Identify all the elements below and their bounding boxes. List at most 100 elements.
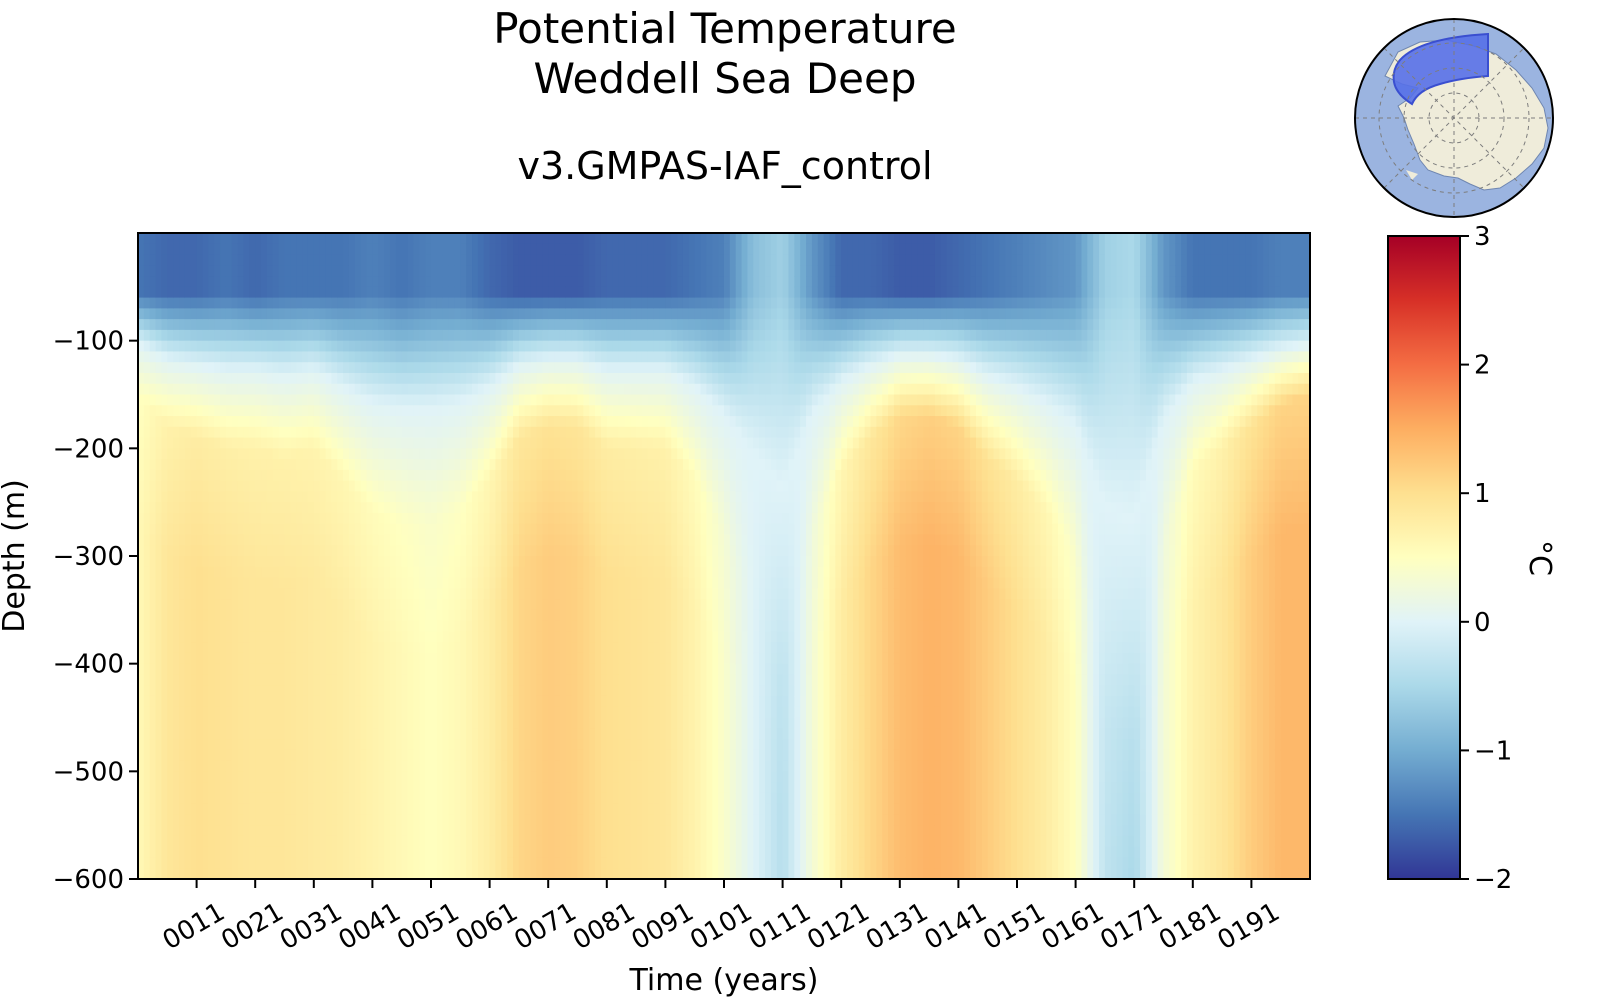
heatmap-cell [149, 792, 157, 805]
heatmap-cell [372, 599, 379, 611]
heatmap-cell [179, 717, 186, 729]
heatmap-cell [448, 609, 456, 622]
heatmap-cell [565, 448, 573, 460]
heatmap-cell [138, 383, 145, 396]
heatmap-cell [536, 749, 543, 762]
heatmap-cell [237, 394, 245, 406]
heatmap-cell [343, 437, 350, 449]
heatmap-cell [337, 372, 344, 385]
heatmap-cell [284, 243, 291, 256]
heatmap-cell [401, 835, 409, 848]
heatmap-cell [448, 319, 456, 331]
heatmap-cell [606, 480, 614, 492]
heatmap-cell [337, 803, 344, 815]
heatmap-cell [389, 760, 397, 772]
heatmap-cell [366, 512, 373, 525]
heatmap-cell [518, 329, 526, 342]
heatmap-cell [524, 577, 532, 589]
heatmap-cell [173, 351, 180, 363]
heatmap-cell [196, 383, 204, 396]
heatmap-cell [548, 340, 555, 353]
heatmap-cell [214, 835, 221, 848]
heatmap-cell [190, 480, 198, 492]
heatmap-cell [460, 620, 467, 632]
heatmap-cell [149, 728, 157, 740]
heatmap-cell [261, 588, 268, 600]
heatmap-cell [401, 663, 409, 676]
heatmap-cell [513, 491, 520, 503]
heatmap-cell [589, 265, 596, 277]
heatmap-cell [214, 868, 221, 880]
heatmap-cell [460, 405, 467, 417]
heatmap-cell [167, 695, 174, 708]
heatmap-cell [337, 351, 344, 363]
heatmap-cell [225, 469, 233, 482]
heatmap-cell [343, 448, 350, 460]
heatmap-cell [612, 728, 620, 740]
heatmap-cell [606, 276, 614, 288]
heatmap-cell [401, 556, 409, 568]
heatmap-cell [290, 448, 297, 460]
heatmap-cell [348, 556, 356, 568]
heatmap-cell [395, 857, 403, 869]
heatmap-cell [296, 803, 303, 815]
heatmap-cell [138, 502, 145, 514]
heatmap-cell [179, 405, 186, 417]
heatmap-cell [513, 556, 520, 568]
heatmap-cell [354, 868, 362, 880]
heatmap-cell [395, 340, 403, 353]
heatmap-cell [161, 362, 168, 374]
heatmap-cell [472, 631, 479, 643]
heatmap-cell [331, 265, 338, 277]
heatmap-cell [225, 416, 233, 428]
heatmap-cell [600, 319, 608, 331]
heatmap-cell [307, 695, 315, 708]
heatmap-cell [477, 760, 485, 772]
heatmap-cell [354, 459, 362, 471]
heatmap-cell [319, 868, 327, 880]
heatmap-cell [149, 308, 157, 320]
heatmap-cell [554, 383, 561, 396]
heatmap-cell [184, 749, 192, 762]
heatmap-cell [272, 663, 280, 676]
heatmap-cell [530, 739, 538, 751]
heatmap-cell [290, 749, 297, 762]
heatmap-cell [395, 405, 403, 417]
heatmap-cell [489, 717, 497, 729]
heatmap-cell [483, 739, 491, 751]
heatmap-cell [284, 706, 291, 719]
heatmap-cell [571, 652, 579, 665]
heatmap-cell [454, 437, 461, 449]
heatmap-cell [606, 469, 614, 482]
heatmap-cell [407, 599, 415, 611]
heatmap-cell [302, 383, 309, 396]
heatmap-cell [161, 814, 168, 826]
heatmap-cell [448, 739, 456, 751]
heatmap-cell [325, 469, 332, 482]
heatmap-cell [196, 437, 204, 449]
heatmap-cell [190, 706, 198, 719]
heatmap-cell [266, 480, 274, 492]
heatmap-cell [237, 663, 245, 676]
heatmap-cell [261, 674, 268, 686]
heatmap-cell [249, 480, 256, 492]
heatmap-cell [284, 469, 291, 482]
heatmap-cell [243, 599, 250, 611]
heatmap-cell [618, 297, 625, 309]
heatmap-cell [243, 717, 250, 729]
heatmap-cell [143, 792, 151, 805]
heatmap-cell [220, 739, 227, 751]
heatmap-cell [612, 405, 620, 417]
heatmap-cell [577, 717, 584, 729]
heatmap-cell [296, 459, 303, 471]
heatmap-cell [225, 728, 233, 740]
heatmap-cell [518, 728, 526, 740]
heatmap-cell [548, 308, 555, 320]
heatmap-cell [302, 846, 309, 859]
heatmap-cell [343, 566, 350, 579]
heatmap-cell [466, 577, 473, 589]
heatmap-cell [179, 351, 186, 363]
heatmap-cell [231, 717, 239, 729]
heatmap-cell [161, 792, 168, 805]
heatmap-cell [524, 652, 532, 665]
